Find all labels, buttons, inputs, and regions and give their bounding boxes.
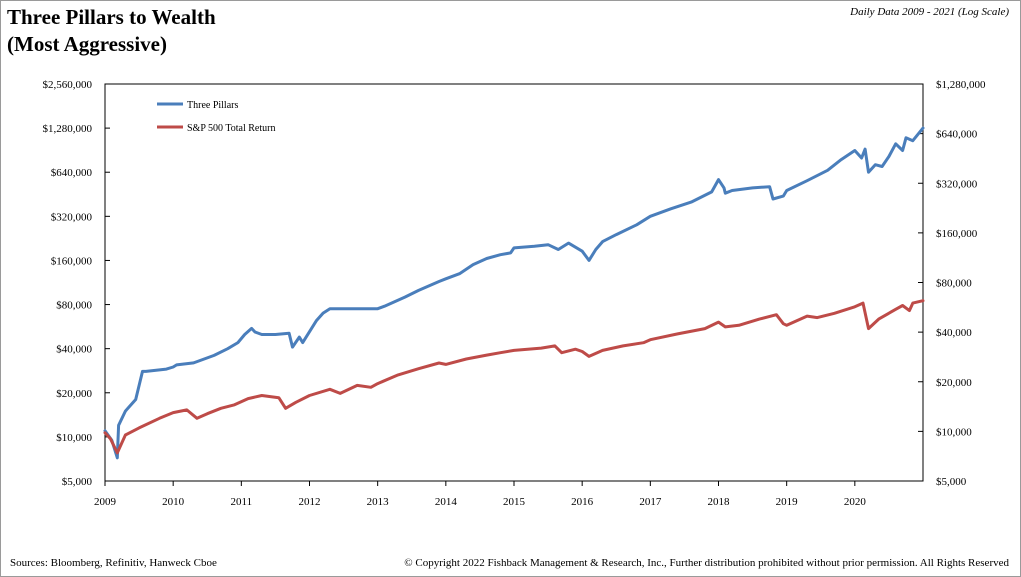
left-y-tick-label: $2,560,000 — [43, 79, 93, 91]
right-y-tick-label: $320,000 — [936, 178, 978, 190]
left-y-tick-label: $1,280,000 — [43, 123, 93, 135]
x-tick-label: 2011 — [231, 496, 253, 508]
right-y-tick-label: $20,000 — [936, 377, 972, 389]
x-tick-label: 2010 — [162, 496, 185, 508]
x-tick-label: 2014 — [435, 496, 458, 508]
right-y-tick-label: $80,000 — [936, 278, 972, 290]
left-y-axis: $5,000 $10,000 $20,000 $40,000 $80,000 $160,0… — [43, 79, 110, 488]
x-tick-label: 2018 — [708, 496, 731, 508]
right-y-tick-label: $640,000 — [936, 129, 978, 141]
x-tick-label: 2019 — [776, 496, 799, 508]
right-y-axis: $5,000 $10,000 $20,000 $40,000 $80,000 $160,0… — [918, 79, 986, 488]
x-tick-label: 2017 — [639, 496, 662, 508]
series-layer — [103, 126, 925, 460]
left-y-tick-label: $320,000 — [51, 211, 93, 223]
legend-label: S&P 500 Total Return — [187, 123, 275, 134]
sources-note: Sources: Bloomberg, Refinitiv, Hanweck C… — [10, 557, 217, 569]
title-line-2: (Most Aggressive) — [7, 32, 167, 56]
x-axis: 2009 2010 2011 2012 2013 2014 2015 2016 2017 2018… — [94, 481, 866, 508]
x-tick-label: 2013 — [367, 496, 390, 508]
x-tick-label: 2009 — [94, 496, 117, 508]
copyright-note: © Copyright 2022 Fishback Management & R… — [404, 557, 1009, 569]
left-y-tick-label: $40,000 — [56, 344, 92, 356]
right-y-tick-label: $5,000 — [936, 476, 967, 488]
right-y-tick-label: $10,000 — [936, 426, 972, 438]
right-y-tick-label: $1,280,000 — [936, 79, 986, 91]
plot-area — [104, 83, 924, 482]
right-y-tick-label: $40,000 — [936, 327, 972, 339]
left-y-tick-label: $10,000 — [56, 432, 92, 444]
series-three-pillars-line — [103, 126, 925, 460]
chart-title: Three Pillars to Wealth (Most Aggressive… — [7, 4, 216, 58]
left-y-tick-label: $20,000 — [56, 388, 92, 400]
legend-label: Three Pillars — [187, 100, 238, 111]
left-y-tick-label: $5,000 — [62, 476, 93, 488]
left-y-tick-label: $640,000 — [51, 167, 93, 179]
chart-subtitle: Daily Data 2009 - 2021 (Log Scale) — [850, 6, 1009, 18]
x-tick-label: 2020 — [844, 496, 867, 508]
x-tick-label: 2012 — [299, 496, 321, 508]
x-tick-label: 2016 — [571, 496, 594, 508]
title-line-1: Three Pillars to Wealth — [7, 5, 216, 29]
series-sp500-line — [103, 299, 925, 455]
left-y-tick-label: $80,000 — [56, 300, 92, 312]
right-y-tick-label: $160,000 — [936, 228, 978, 240]
legend: Three Pillars S&P 500 Total Return — [157, 100, 275, 134]
x-tick-label: 2015 — [503, 496, 526, 508]
left-y-tick-label: $160,000 — [51, 255, 93, 267]
